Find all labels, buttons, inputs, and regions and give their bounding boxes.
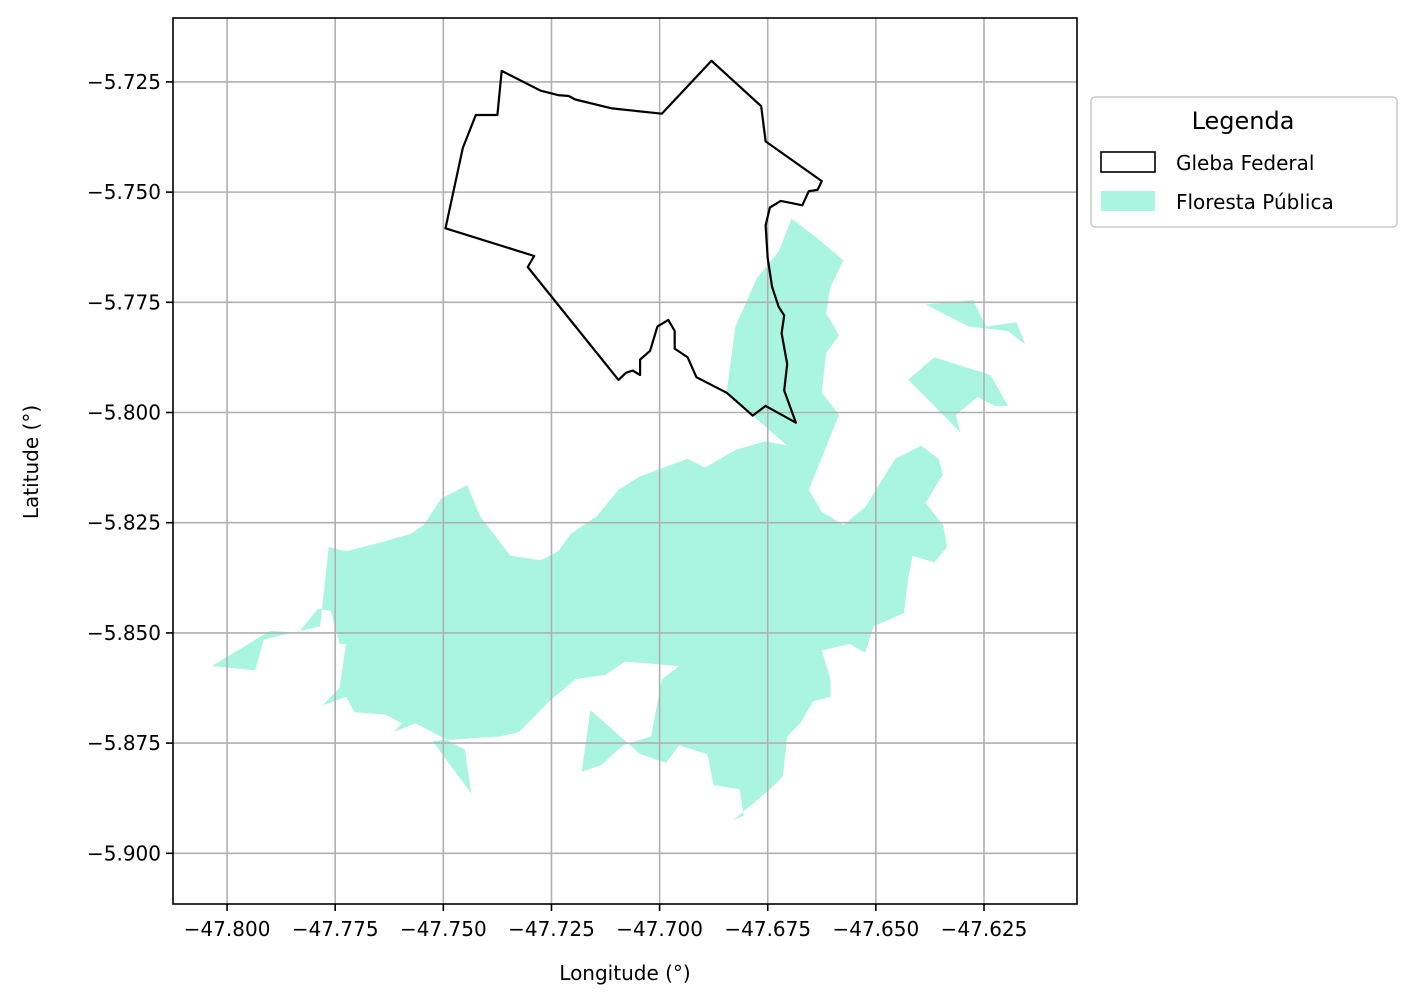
legend-swatch-floresta-publica [1101,191,1155,211]
x-tick-label: −47.775 [292,917,379,941]
x-axis-title: Longitude (°) [559,961,690,985]
floresta-publica-polygon [908,357,1008,433]
x-tick-label: −47.700 [616,917,703,941]
legend-title: Legenda [1192,107,1295,135]
floresta-publica-polygon [211,218,948,821]
legend-label-floresta-publica: Floresta Pública [1176,190,1334,214]
y-tick-label: −5.850 [87,621,161,645]
y-axis-ticks: −5.725 −5.750 −5.775 −5.800 −5.825 −5.850 −5.8… [87,70,173,865]
grid-lines [173,18,1077,904]
x-tick-label: −47.650 [832,917,919,941]
floresta-publica-polygon [925,300,1026,345]
x-tick-label: −47.725 [508,917,595,941]
x-axis-ticks: −47.800 −47.775 −47.750 −47.725 −47.700 −47.6… [184,904,1028,941]
y-tick-label: −5.725 [87,70,161,94]
y-tick-label: −5.750 [87,180,161,204]
x-tick-label: −47.750 [400,917,487,941]
y-tick-label: −5.900 [87,841,161,865]
legend-swatch-gleba-federal [1100,151,1156,173]
y-tick-label: −5.775 [87,290,161,314]
y-tick-label: −5.875 [87,731,161,755]
plot-area [173,18,1077,904]
plot-frame [172,17,1078,905]
legend: Legenda Gleba Federal Floresta Pública [1090,96,1398,228]
gleba-federal-outline [444,59,823,424]
floresta-publica-layer [211,218,1026,821]
y-tick-label: −5.825 [87,511,161,535]
x-tick-label: −47.800 [184,917,271,941]
legend-box [1090,96,1398,228]
y-tick-label: −5.800 [87,401,161,425]
y-axis-title: Latitude (°) [19,405,43,519]
gleba-federal-layer [444,59,823,424]
legend-label-gleba-federal: Gleba Federal [1176,151,1314,175]
x-tick-label: −47.625 [941,917,1028,941]
x-tick-label: −47.675 [724,917,811,941]
